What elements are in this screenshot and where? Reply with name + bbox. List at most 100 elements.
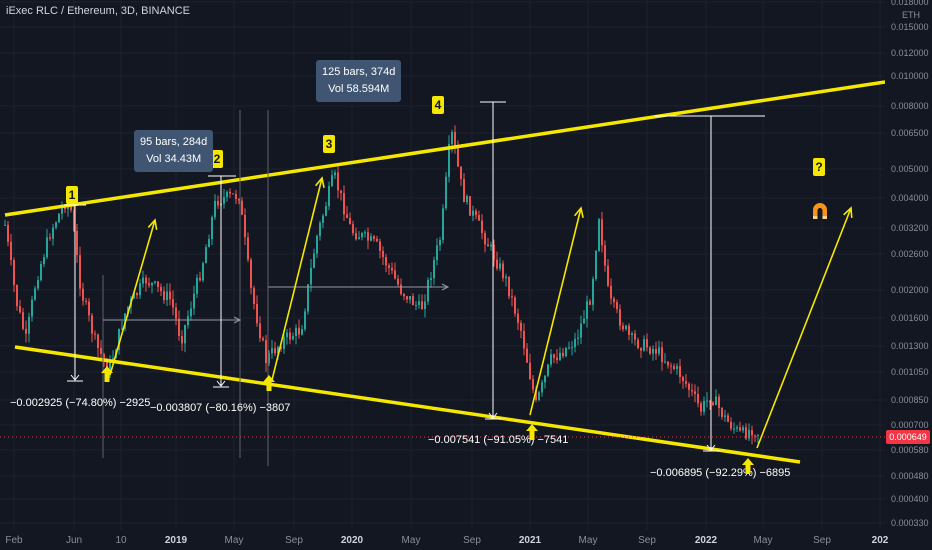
candle-body bbox=[367, 232, 369, 241]
date-range-arrowhead bbox=[441, 283, 450, 291]
currency-label: ETH bbox=[902, 10, 920, 20]
candle-body bbox=[52, 227, 54, 239]
price-tick-label: 0.002000 bbox=[891, 285, 929, 295]
candle-body bbox=[61, 207, 63, 214]
candle-body bbox=[505, 276, 507, 279]
wave-label-1[interactable]: 1 bbox=[66, 186, 78, 204]
candle-body bbox=[244, 214, 246, 238]
bars-range-volume: Vol 34.43M bbox=[146, 153, 202, 165]
candle-body bbox=[601, 219, 603, 246]
candle-body bbox=[451, 131, 453, 145]
candle-body bbox=[13, 260, 15, 286]
candle-body bbox=[277, 347, 279, 354]
candle-body bbox=[733, 428, 735, 430]
candle-body bbox=[586, 301, 588, 319]
candle-body bbox=[370, 236, 372, 241]
time-tick-label: Sep bbox=[285, 535, 303, 546]
symbol-title[interactable]: iExec RLC / Ethereum, 3D, BINANCE bbox=[6, 5, 191, 17]
drawing-tools[interactable] bbox=[0, 80, 885, 466]
up-arrow-icon[interactable] bbox=[263, 375, 275, 391]
candle-body bbox=[718, 396, 720, 408]
price-range-measure-2[interactable]: −0.003807 (−80.16%) −3807 bbox=[150, 402, 291, 414]
wave-label-3[interactable]: 3 bbox=[323, 135, 335, 153]
last-price-badge: 0.000649 bbox=[886, 430, 930, 444]
candle-body bbox=[304, 311, 306, 330]
price-tick-label: 0.000850 bbox=[891, 395, 929, 405]
candle-body bbox=[433, 260, 435, 279]
price-range-measure-3[interactable]: −0.007541 (−91.05%) −7541 bbox=[428, 434, 569, 446]
bars-range-box-1[interactable]: 95 bars, 284d Vol 34.43M bbox=[134, 130, 214, 172]
candle-body bbox=[661, 347, 663, 363]
candle-body bbox=[253, 287, 255, 304]
wave-label-question[interactable]: ? bbox=[813, 158, 825, 176]
projection-arrow bbox=[529, 207, 582, 416]
bars-range-count: 125 bars, 374d bbox=[322, 66, 396, 78]
candle-body bbox=[178, 318, 180, 337]
candle-body bbox=[553, 354, 555, 358]
candle-body bbox=[250, 259, 252, 288]
bars-range-box-2[interactable]: 125 bars, 374d Vol 58.594M bbox=[316, 60, 402, 102]
time-tick-label: May bbox=[401, 535, 421, 546]
grid-lines bbox=[0, 0, 885, 530]
wave-label-4[interactable]: 4 bbox=[432, 96, 444, 114]
candle-body bbox=[610, 285, 612, 299]
candle-body bbox=[619, 309, 621, 326]
candle-body bbox=[322, 215, 324, 223]
candle-body bbox=[475, 210, 477, 216]
candle-body bbox=[232, 193, 234, 195]
up-arrow-icon[interactable] bbox=[101, 366, 113, 382]
candle-body bbox=[97, 334, 99, 349]
candle-body bbox=[385, 257, 387, 266]
price-scale[interactable] bbox=[885, 0, 932, 550]
candle-body bbox=[421, 301, 423, 310]
candle-body bbox=[628, 325, 630, 335]
candle-body bbox=[241, 200, 243, 215]
chart-canvas[interactable] bbox=[0, 0, 885, 530]
candle-body bbox=[574, 338, 576, 348]
candle-body bbox=[706, 400, 708, 402]
price-range-measure-1[interactable]: −0.002925 (−74.80%) −2925 bbox=[10, 397, 151, 409]
candle-body bbox=[598, 219, 600, 251]
candle-body bbox=[667, 361, 669, 366]
candle-body bbox=[340, 190, 342, 193]
projection-arrow bbox=[109, 219, 156, 376]
price-tick-label: 0.006500 bbox=[891, 128, 929, 138]
time-tick-label: Jun bbox=[65, 535, 83, 546]
price-range-measure-4[interactable]: −0.006895 (−92.29%) −6895 bbox=[650, 467, 791, 479]
candle-body bbox=[343, 192, 345, 215]
candle-body bbox=[91, 315, 93, 334]
candle-body bbox=[235, 193, 237, 200]
candle-body bbox=[307, 284, 309, 312]
candle-body bbox=[556, 357, 558, 360]
up-arrow-icon[interactable] bbox=[742, 458, 754, 474]
candle-body bbox=[346, 214, 348, 219]
candle-body bbox=[430, 278, 432, 280]
candle-body bbox=[499, 263, 501, 269]
candle-body bbox=[265, 340, 267, 364]
up-arrow-icon[interactable] bbox=[526, 424, 538, 440]
candle-body bbox=[715, 396, 717, 405]
candle-body bbox=[406, 296, 408, 300]
candle-body bbox=[685, 381, 687, 384]
projection-arrow bbox=[271, 177, 323, 381]
candle-body bbox=[511, 296, 513, 298]
candle-body bbox=[49, 237, 51, 239]
candle-body bbox=[181, 336, 183, 344]
candle-body bbox=[595, 250, 597, 280]
price-tick-label: 0.012000 bbox=[891, 48, 929, 58]
projection-arrowhead bbox=[147, 218, 158, 230]
candle-body bbox=[427, 279, 429, 302]
candle-body bbox=[676, 365, 678, 369]
candle-body bbox=[604, 245, 606, 266]
magnet-icon[interactable] bbox=[810, 201, 830, 221]
channel-lower-line bbox=[14, 345, 801, 464]
candle-body bbox=[73, 210, 75, 231]
candle-body bbox=[349, 218, 351, 225]
time-tick-label: May bbox=[753, 535, 773, 546]
candle-body bbox=[34, 288, 36, 300]
candle-body bbox=[361, 233, 363, 238]
wave-label-2[interactable]: 2 bbox=[211, 150, 223, 168]
candle-body bbox=[190, 308, 192, 317]
price-tick-label: 0.000480 bbox=[891, 471, 929, 481]
price-range-arrowhead bbox=[216, 380, 226, 387]
